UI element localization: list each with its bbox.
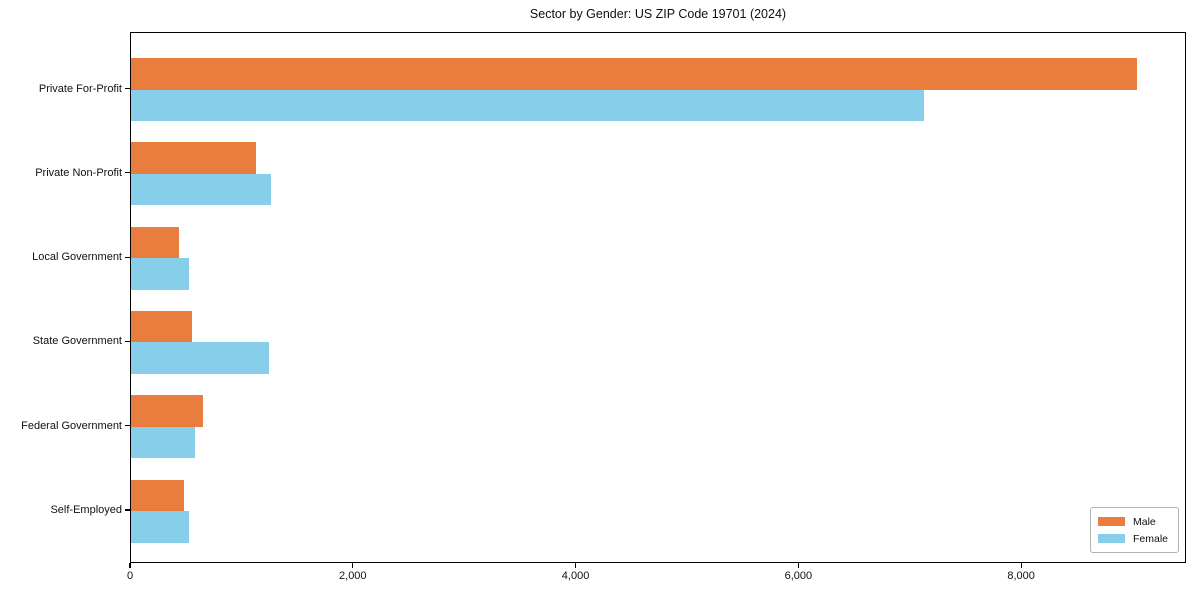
y-axis-label: Private Non-Profit	[35, 166, 122, 179]
bar-male-5	[131, 479, 185, 511]
x-tick-mark	[1020, 563, 1022, 568]
legend: Male Female	[1090, 507, 1179, 553]
bar-female-4	[131, 426, 196, 459]
legend-label-male: Male	[1133, 515, 1156, 528]
bar-female-2	[131, 258, 189, 290]
bar-female-0	[131, 89, 925, 121]
legend-label-female: Female	[1133, 532, 1169, 545]
x-tick-mark	[352, 563, 354, 568]
male-series-swatch	[1098, 517, 1125, 526]
x-axis-tick-label: 2,000	[339, 570, 367, 582]
female-series-swatch	[1098, 534, 1125, 543]
y-tick-mark	[125, 340, 130, 342]
y-axis-label: Local Government	[32, 251, 122, 264]
bar-female-1	[131, 173, 272, 206]
bar-male-3	[131, 310, 192, 343]
x-axis-tick-label: 6,000	[784, 570, 813, 582]
bar-male-0	[131, 58, 1137, 90]
y-tick-mark	[125, 256, 130, 258]
legend-entry-female: Female	[1098, 533, 1178, 545]
chart-title: Sector by Gender: US ZIP Code 19701 (202…	[529, 7, 787, 21]
y-axis-label: Federal Government	[21, 419, 122, 432]
x-axis-tick-label: 8,000	[1007, 570, 1035, 582]
bar-male-4	[131, 395, 204, 427]
bar-male-2	[131, 226, 179, 259]
x-tick-mark	[129, 563, 131, 568]
bar-female-3	[131, 342, 269, 374]
y-tick-mark	[125, 87, 130, 90]
y-axis-label: Private For-Profit	[38, 82, 122, 95]
y-tick-mark	[125, 172, 130, 174]
y-tick-mark	[125, 509, 130, 511]
plot-area	[130, 32, 1186, 563]
legend-entry-male: Male	[1098, 516, 1178, 528]
y-axis-label: State Government	[32, 335, 122, 348]
y-tick-mark	[125, 425, 130, 427]
y-axis-label: Self-Employed	[50, 504, 122, 516]
x-axis-tick-label: 0	[126, 570, 134, 582]
x-axis-tick-label: 4,000	[561, 570, 590, 582]
x-tick-mark	[574, 563, 577, 568]
x-tick-mark	[797, 563, 799, 568]
bar-female-5	[131, 511, 189, 543]
bar-male-1	[131, 142, 256, 174]
